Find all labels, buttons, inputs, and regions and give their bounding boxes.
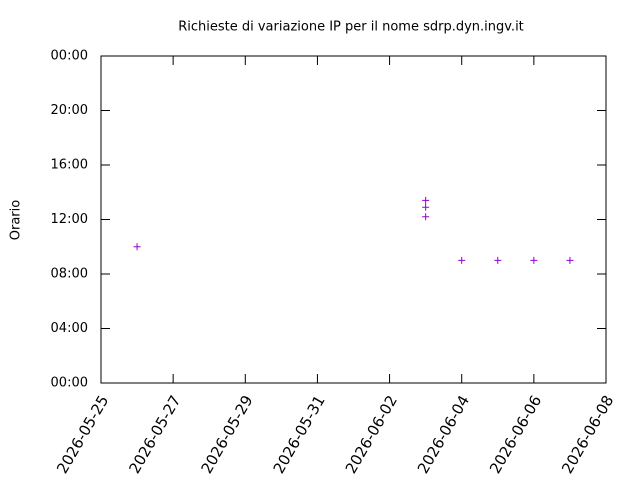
point <box>458 256 466 264</box>
y-tick-label: 00:00 <box>51 376 88 391</box>
point <box>422 196 430 204</box>
y-tick-label: 04:00 <box>51 321 88 336</box>
y-tick-label: 12:00 <box>51 212 88 227</box>
chart-title: Richieste di variazione IP per il nome s… <box>178 20 524 35</box>
point <box>530 256 538 264</box>
point <box>422 213 430 221</box>
y-tick-label: 20:00 <box>51 103 88 118</box>
point <box>133 243 141 251</box>
y-tick-label: 08:00 <box>51 267 88 282</box>
point <box>422 203 430 211</box>
y-axis-label: Orario <box>9 200 24 241</box>
point <box>566 256 574 264</box>
y-tick-label: 00:00 <box>51 49 88 64</box>
point <box>494 256 502 264</box>
y-tick-label: 16:00 <box>51 158 88 173</box>
